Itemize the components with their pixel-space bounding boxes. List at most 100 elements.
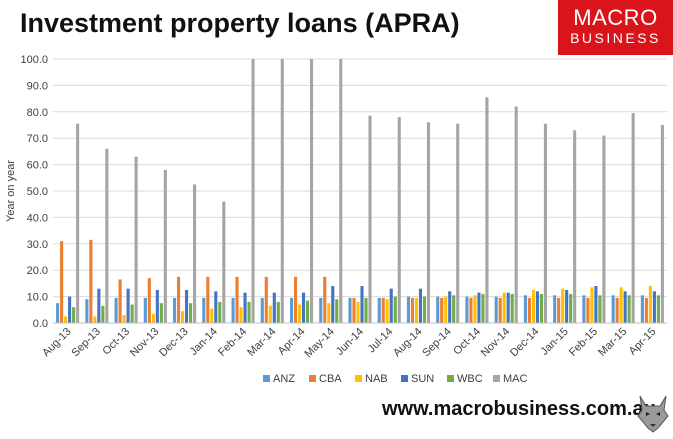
bar-wbc-sep-13 [101,305,105,323]
x-tick-label: Nov-13 [128,326,162,360]
bar-anz-jan-14 [202,297,206,323]
legend-swatch-sun [401,375,408,382]
bar-sun-aug-13 [68,296,72,323]
bar-anz-nov-13 [143,297,147,323]
bar-anz-apr-15 [640,295,644,323]
bar-wbc-may-14 [335,299,339,323]
bar-cba-feb-14 [235,276,239,323]
bar-mac-nov-13 [163,169,167,323]
bar-mac-sep-14 [456,123,460,324]
bars [56,59,664,324]
x-tick-label: Dec-14 [508,326,542,360]
x-tick-label: Oct-13 [100,326,132,358]
bar-anz-jun-14 [348,297,352,323]
bar-nab-mar-15 [619,287,623,323]
bar-mac-apr-15 [660,125,664,323]
x-tick-label: Apr-15 [627,326,659,358]
bar-anz-dec-14 [523,295,527,323]
logo-line-1: MACRO [573,5,658,30]
bar-wbc-apr-15 [656,295,660,323]
bar-anz-apr-14 [289,297,294,323]
bar-anz-oct-13 [114,297,118,323]
legend: ANZ CBA NAB SUN WBC MAC [263,373,528,385]
bar-wbc-dec-14 [539,293,543,323]
x-tick-label: Aug-14 [391,326,425,360]
bar-nab-sep-13 [93,316,97,323]
bar-mac-jan-15 [573,130,577,323]
bar-sun-dec-13 [185,290,189,323]
bar-anz-nov-14 [494,296,498,323]
bar-nab-oct-14 [473,295,477,323]
y-tick-label: 100.0 [20,54,48,66]
bar-sun-feb-14 [243,292,247,323]
bar-nab-nov-14 [502,292,506,323]
y-tick-label: 30.0 [27,239,48,251]
macrobusiness-logo: MACRO BUSINESS [558,0,673,55]
bar-cba-jul-14 [381,297,385,323]
bar-nab-jun-14 [356,301,360,323]
bar-nab-feb-14 [239,307,243,323]
bar-nab-apr-14 [297,304,302,323]
bar-mac-jan-14 [222,201,226,323]
bar-wbc-jan-14 [218,301,222,323]
bar-wbc-aug-13 [72,307,76,323]
bar-cba-jan-14 [206,276,210,323]
bar-nab-may-14 [327,303,331,323]
bar-sun-may-14 [331,286,335,323]
x-tick-label: Dec-13 [157,326,191,360]
bar-cba-oct-14 [469,297,473,323]
bar-nab-apr-15 [648,286,652,323]
bar-sun-nov-13 [155,290,159,323]
bar-nab-jan-14 [210,308,214,323]
bar-mac-may-14 [339,59,343,323]
bar-mac-feb-14 [251,59,255,323]
bar-anz-mar-14 [260,297,264,323]
legend-swatch-mac [493,375,500,382]
bar-wbc-jun-14 [364,297,368,323]
x-tick-label: May-14 [302,326,336,360]
bar-sun-jul-14 [389,288,393,323]
bar-nab-nov-13 [151,313,155,323]
bar-nab-feb-15 [590,287,594,323]
bar-sun-sep-14 [448,291,452,323]
bar-nab-dec-13 [181,311,185,323]
x-tick-label: Feb-14 [216,326,249,359]
bar-wbc-feb-15 [598,295,602,323]
legend-swatch-nab [355,375,362,382]
bar-mac-mar-15 [631,113,635,324]
bar-anz-may-14 [319,297,323,323]
bar-wbc-aug-14 [422,296,427,323]
bar-mac-oct-13 [134,156,138,323]
bar-mac-jun-14 [368,115,372,323]
bar-mac-aug-14 [426,122,431,323]
bar-mac-feb-15 [602,135,606,323]
x-tick-label: Jan-15 [539,326,571,358]
bar-wbc-nov-13 [159,303,163,323]
bar-nab-jul-14 [385,299,389,323]
bar-mac-aug-13 [76,123,80,324]
bar-cba-aug-14 [410,297,415,323]
bar-cba-may-14 [323,276,327,323]
legend-label-sun: SUN [411,373,434,385]
bar-cba-nov-14 [498,297,502,323]
bar-sun-aug-14 [418,288,423,323]
bar-anz-feb-15 [582,295,586,323]
x-tick-label: Feb-15 [567,326,600,359]
bar-nab-aug-14 [414,297,419,323]
bar-cba-dec-13 [177,276,181,323]
bar-cba-dec-14 [527,297,531,323]
bar-sun-nov-14 [506,292,510,323]
bar-anz-dec-13 [173,297,177,323]
bar-anz-oct-14 [465,296,469,323]
bar-sun-oct-14 [477,292,481,323]
bar-sun-jan-15 [565,290,569,323]
bar-cba-nov-13 [147,278,151,323]
y-tick-label: 40.0 [27,212,48,224]
footer-url: www.macrobusiness.com.au [382,398,656,420]
page-title: Investment property loans (APRA) [20,8,460,38]
bar-cba-mar-14 [264,276,268,323]
bar-nab-aug-13 [64,316,68,323]
y-tick-label: 0.0 [33,318,48,330]
y-tick-label: 90.0 [27,80,48,92]
